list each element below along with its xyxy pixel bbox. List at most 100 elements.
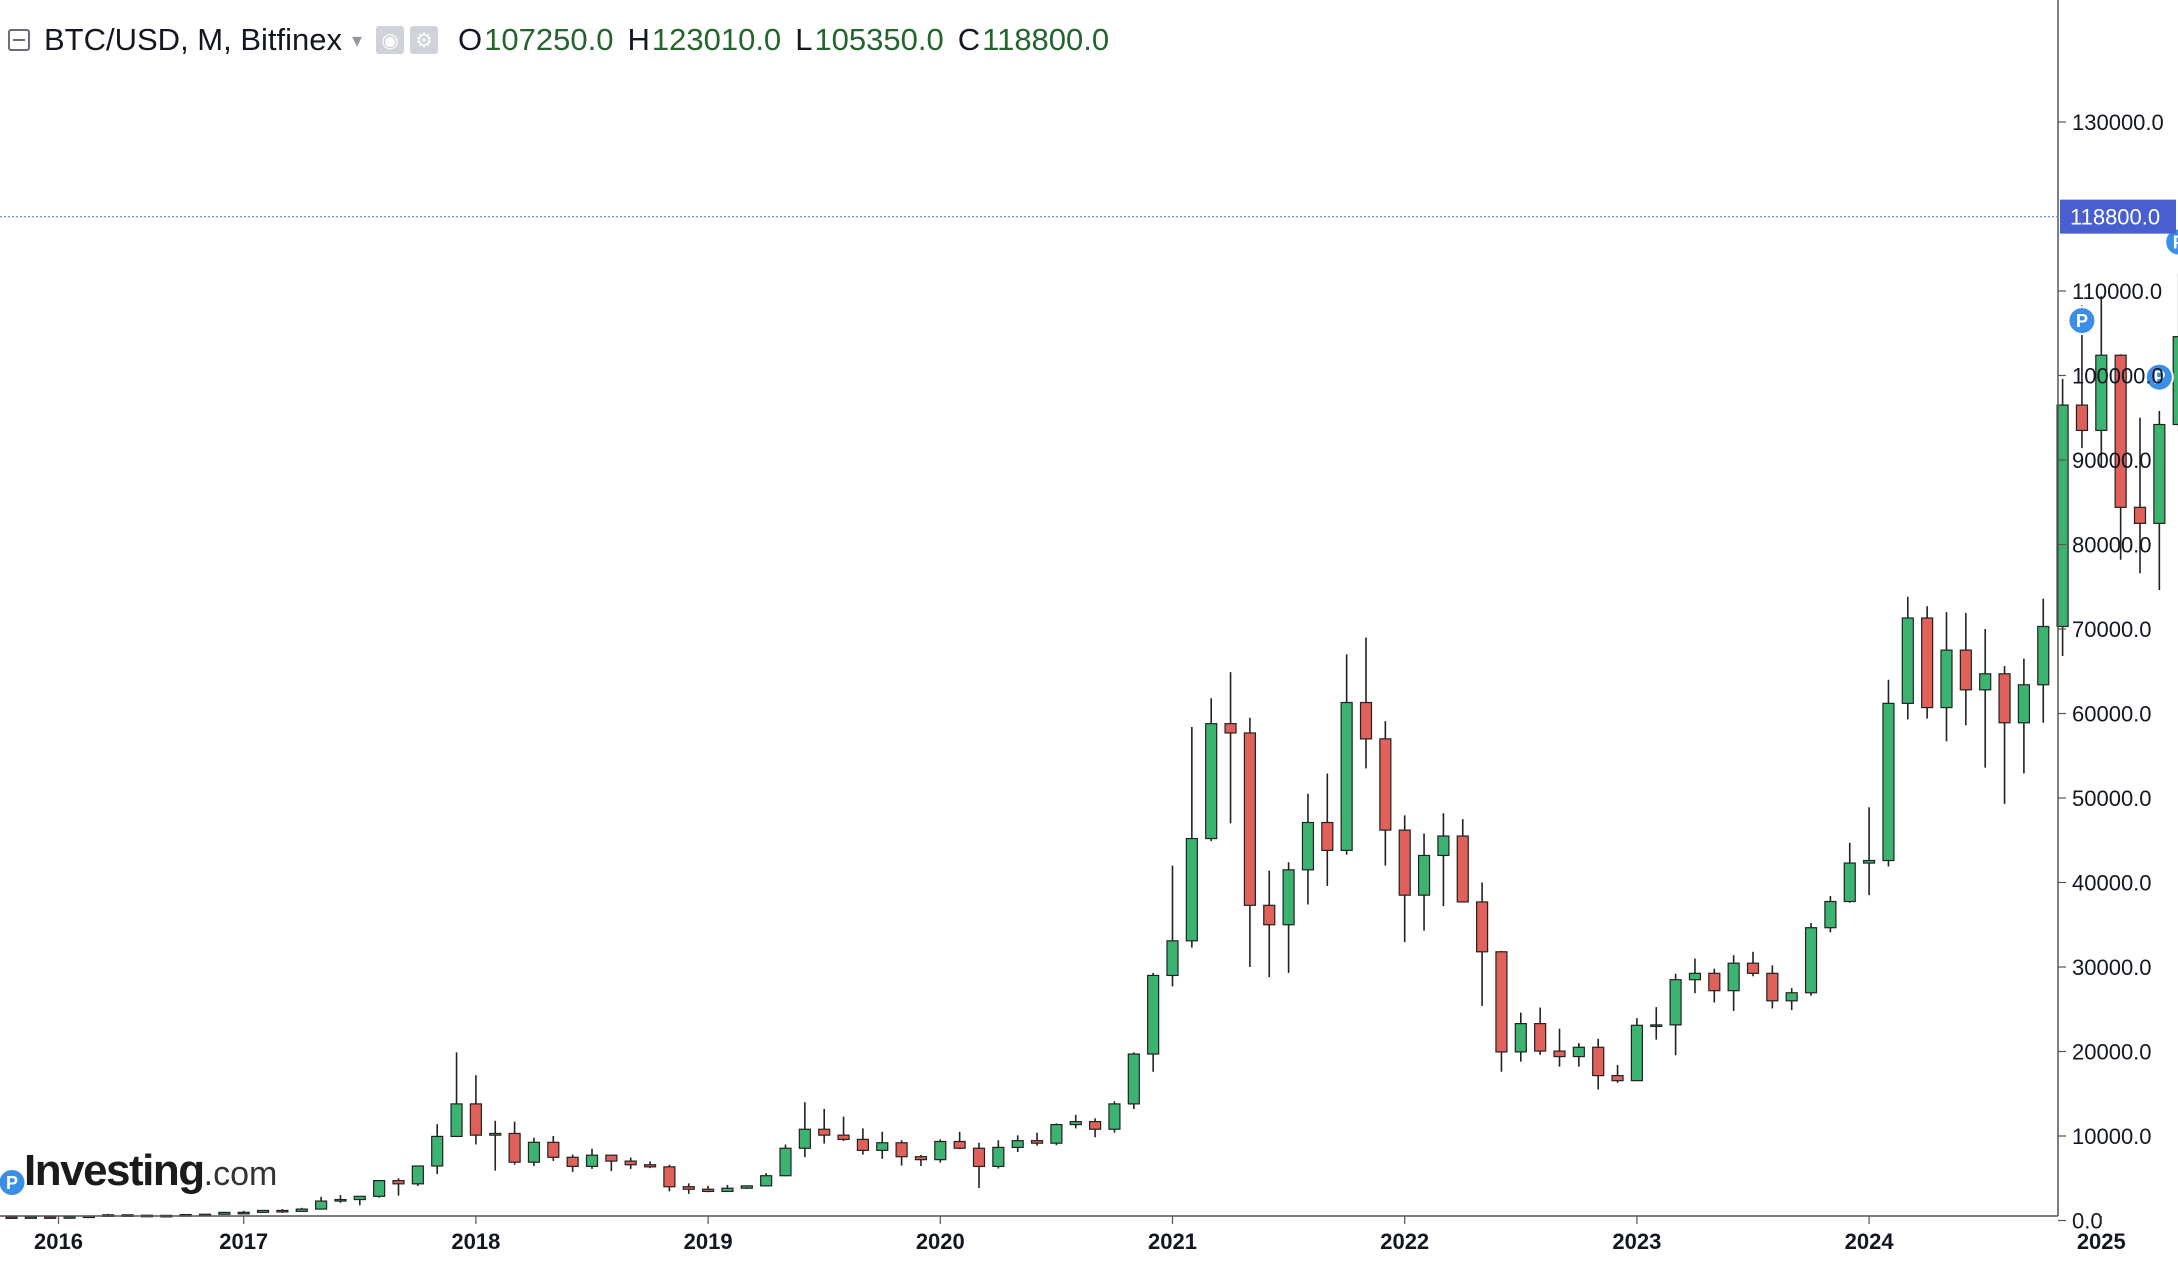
candle[interactable] bbox=[2114, 354, 2127, 560]
candle[interactable] bbox=[1263, 870, 1276, 978]
candle[interactable] bbox=[1301, 793, 1315, 905]
candle[interactable] bbox=[392, 1178, 405, 1196]
candle[interactable] bbox=[721, 1185, 734, 1193]
candle[interactable] bbox=[876, 1131, 889, 1159]
candle[interactable] bbox=[1882, 679, 1895, 867]
candle[interactable] bbox=[566, 1154, 579, 1172]
candle[interactable] bbox=[1862, 807, 1876, 896]
p-marker[interactable]: P bbox=[2067, 306, 2097, 336]
candle[interactable] bbox=[818, 1108, 831, 1144]
candle[interactable] bbox=[1940, 612, 1953, 742]
candle[interactable] bbox=[682, 1183, 695, 1194]
candle[interactable] bbox=[2017, 658, 2031, 774]
candle[interactable] bbox=[489, 1120, 502, 1171]
candle[interactable] bbox=[2172, 274, 2178, 432]
candle[interactable] bbox=[895, 1140, 908, 1166]
candle[interactable] bbox=[5, 1216, 18, 1219]
candle[interactable] bbox=[1766, 965, 1779, 1009]
candle[interactable] bbox=[44, 1216, 57, 1219]
candle[interactable] bbox=[624, 1157, 637, 1169]
candle[interactable] bbox=[1727, 955, 1740, 1011]
candle[interactable] bbox=[450, 1052, 463, 1138]
candle[interactable] bbox=[1205, 698, 1218, 842]
candle[interactable] bbox=[295, 1207, 308, 1212]
candle[interactable] bbox=[972, 1142, 986, 1188]
candle[interactable] bbox=[63, 1216, 76, 1219]
candle[interactable] bbox=[218, 1211, 231, 1215]
candle[interactable] bbox=[1030, 1132, 1044, 1146]
candle[interactable] bbox=[2133, 417, 2147, 574]
gear-icon[interactable]: ⚙ bbox=[410, 26, 439, 54]
candle[interactable] bbox=[1108, 1101, 1121, 1133]
candle[interactable] bbox=[1282, 862, 1295, 973]
candle[interactable] bbox=[1456, 819, 1469, 903]
candle[interactable] bbox=[1495, 950, 1508, 1072]
candle[interactable] bbox=[1959, 612, 1972, 726]
candle[interactable] bbox=[1746, 951, 1760, 977]
candle[interactable] bbox=[740, 1185, 753, 1189]
candle[interactable] bbox=[1417, 833, 1431, 931]
candle[interactable] bbox=[2153, 410, 2166, 591]
candle[interactable] bbox=[1321, 773, 1334, 886]
candle[interactable] bbox=[1069, 1114, 1082, 1129]
candle[interactable] bbox=[508, 1121, 521, 1165]
candle[interactable] bbox=[1379, 721, 1392, 866]
candle[interactable] bbox=[527, 1137, 541, 1166]
candle[interactable] bbox=[1166, 865, 1179, 987]
candle[interactable] bbox=[1534, 1007, 1547, 1055]
candle[interactable] bbox=[1437, 813, 1450, 907]
candle[interactable] bbox=[237, 1210, 250, 1215]
candle[interactable] bbox=[1572, 1043, 1585, 1067]
candle[interactable] bbox=[1592, 1038, 1605, 1090]
p-marker[interactable]: P bbox=[2164, 227, 2178, 257]
symbol-title[interactable]: BTC/USD, M, Bitfinex bbox=[44, 22, 342, 57]
eye-icon[interactable]: ◉ bbox=[376, 26, 405, 54]
candle[interactable] bbox=[1979, 629, 1992, 768]
candle[interactable] bbox=[315, 1196, 328, 1210]
candle[interactable] bbox=[1688, 958, 1702, 994]
candle[interactable] bbox=[1921, 606, 1934, 719]
candle[interactable] bbox=[334, 1195, 347, 1203]
candle[interactable] bbox=[1088, 1118, 1102, 1138]
candle[interactable] bbox=[1011, 1135, 1024, 1153]
candle[interactable] bbox=[353, 1195, 366, 1206]
candle[interactable] bbox=[1359, 637, 1373, 769]
candle[interactable] bbox=[256, 1209, 270, 1213]
candle[interactable] bbox=[1050, 1123, 1063, 1146]
candle[interactable] bbox=[701, 1185, 715, 1193]
collapse-icon[interactable] bbox=[8, 29, 30, 51]
candle[interactable] bbox=[856, 1128, 870, 1155]
candle[interactable] bbox=[1243, 717, 1257, 967]
candle[interactable] bbox=[1669, 973, 1682, 1056]
candle[interactable] bbox=[431, 1124, 444, 1175]
candle[interactable] bbox=[276, 1209, 289, 1213]
candle[interactable] bbox=[411, 1165, 424, 1186]
candle[interactable] bbox=[1185, 727, 1198, 948]
candle[interactable] bbox=[1475, 882, 1489, 1006]
candle[interactable] bbox=[547, 1136, 560, 1161]
candle[interactable] bbox=[1514, 1012, 1527, 1062]
candle[interactable] bbox=[1340, 654, 1353, 855]
candle[interactable] bbox=[1824, 896, 1837, 933]
candle[interactable] bbox=[643, 1161, 657, 1169]
candle[interactable] bbox=[2037, 598, 2050, 723]
candle[interactable] bbox=[663, 1164, 676, 1192]
candle[interactable] bbox=[469, 1075, 482, 1145]
candle[interactable] bbox=[1785, 988, 1798, 1011]
p-marker[interactable]: P bbox=[0, 1167, 27, 1197]
candle[interactable] bbox=[1901, 596, 1914, 720]
candle[interactable] bbox=[373, 1179, 386, 1198]
candle[interactable] bbox=[934, 1139, 947, 1163]
candle[interactable] bbox=[1998, 666, 2011, 804]
candle[interactable] bbox=[760, 1173, 773, 1187]
candle[interactable] bbox=[992, 1140, 1005, 1169]
candle[interactable] bbox=[1398, 815, 1411, 943]
candle[interactable] bbox=[1843, 842, 1856, 903]
candle[interactable] bbox=[837, 1116, 850, 1142]
candle[interactable] bbox=[1708, 968, 1721, 1003]
candle[interactable] bbox=[1147, 972, 1160, 1072]
candle[interactable] bbox=[1224, 672, 1237, 824]
candle[interactable] bbox=[2056, 378, 2069, 657]
